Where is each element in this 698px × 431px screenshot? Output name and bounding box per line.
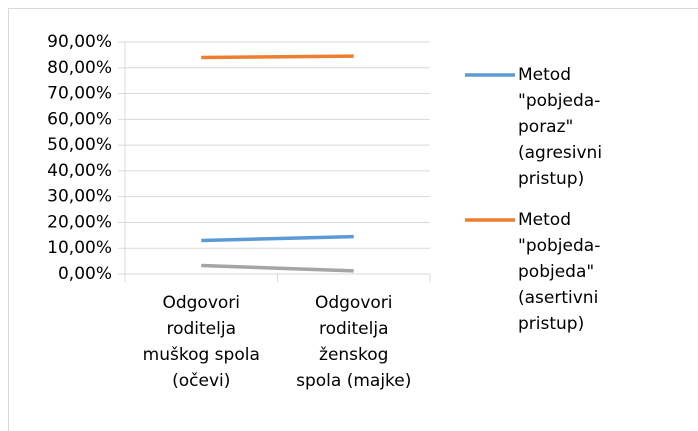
y-tick-label: 40,00%: [47, 161, 112, 181]
line-series: [201, 234, 354, 243]
y-tick-label: 30,00%: [47, 187, 112, 207]
y-tick-label: 0,00%: [58, 264, 112, 284]
chart-frame: [8, 8, 698, 431]
y-tick-label: 70,00%: [47, 84, 112, 104]
legend-label: Metod "pobjeda-pobjeda" (asertivni pristup): [518, 210, 600, 334]
y-tick-label: 10,00%: [47, 238, 112, 258]
line-series: [201, 263, 354, 273]
line-series: [201, 54, 354, 60]
y-tick-label: 80,00%: [47, 58, 112, 78]
x-tick-label: Odgovori roditelja muškog spola (očevi): [143, 293, 260, 391]
y-tick-label: 20,00%: [47, 212, 112, 232]
legend-label: Metod "pobjeda-poraz" (agresivni pristup): [518, 65, 602, 189]
y-tick-label: 90,00%: [47, 32, 112, 52]
x-tick-label: Odgovori roditelja ženskog spola (majke): [296, 293, 411, 391]
y-tick-label: 50,00%: [47, 135, 112, 155]
y-tick-label: 60,00%: [47, 109, 112, 129]
